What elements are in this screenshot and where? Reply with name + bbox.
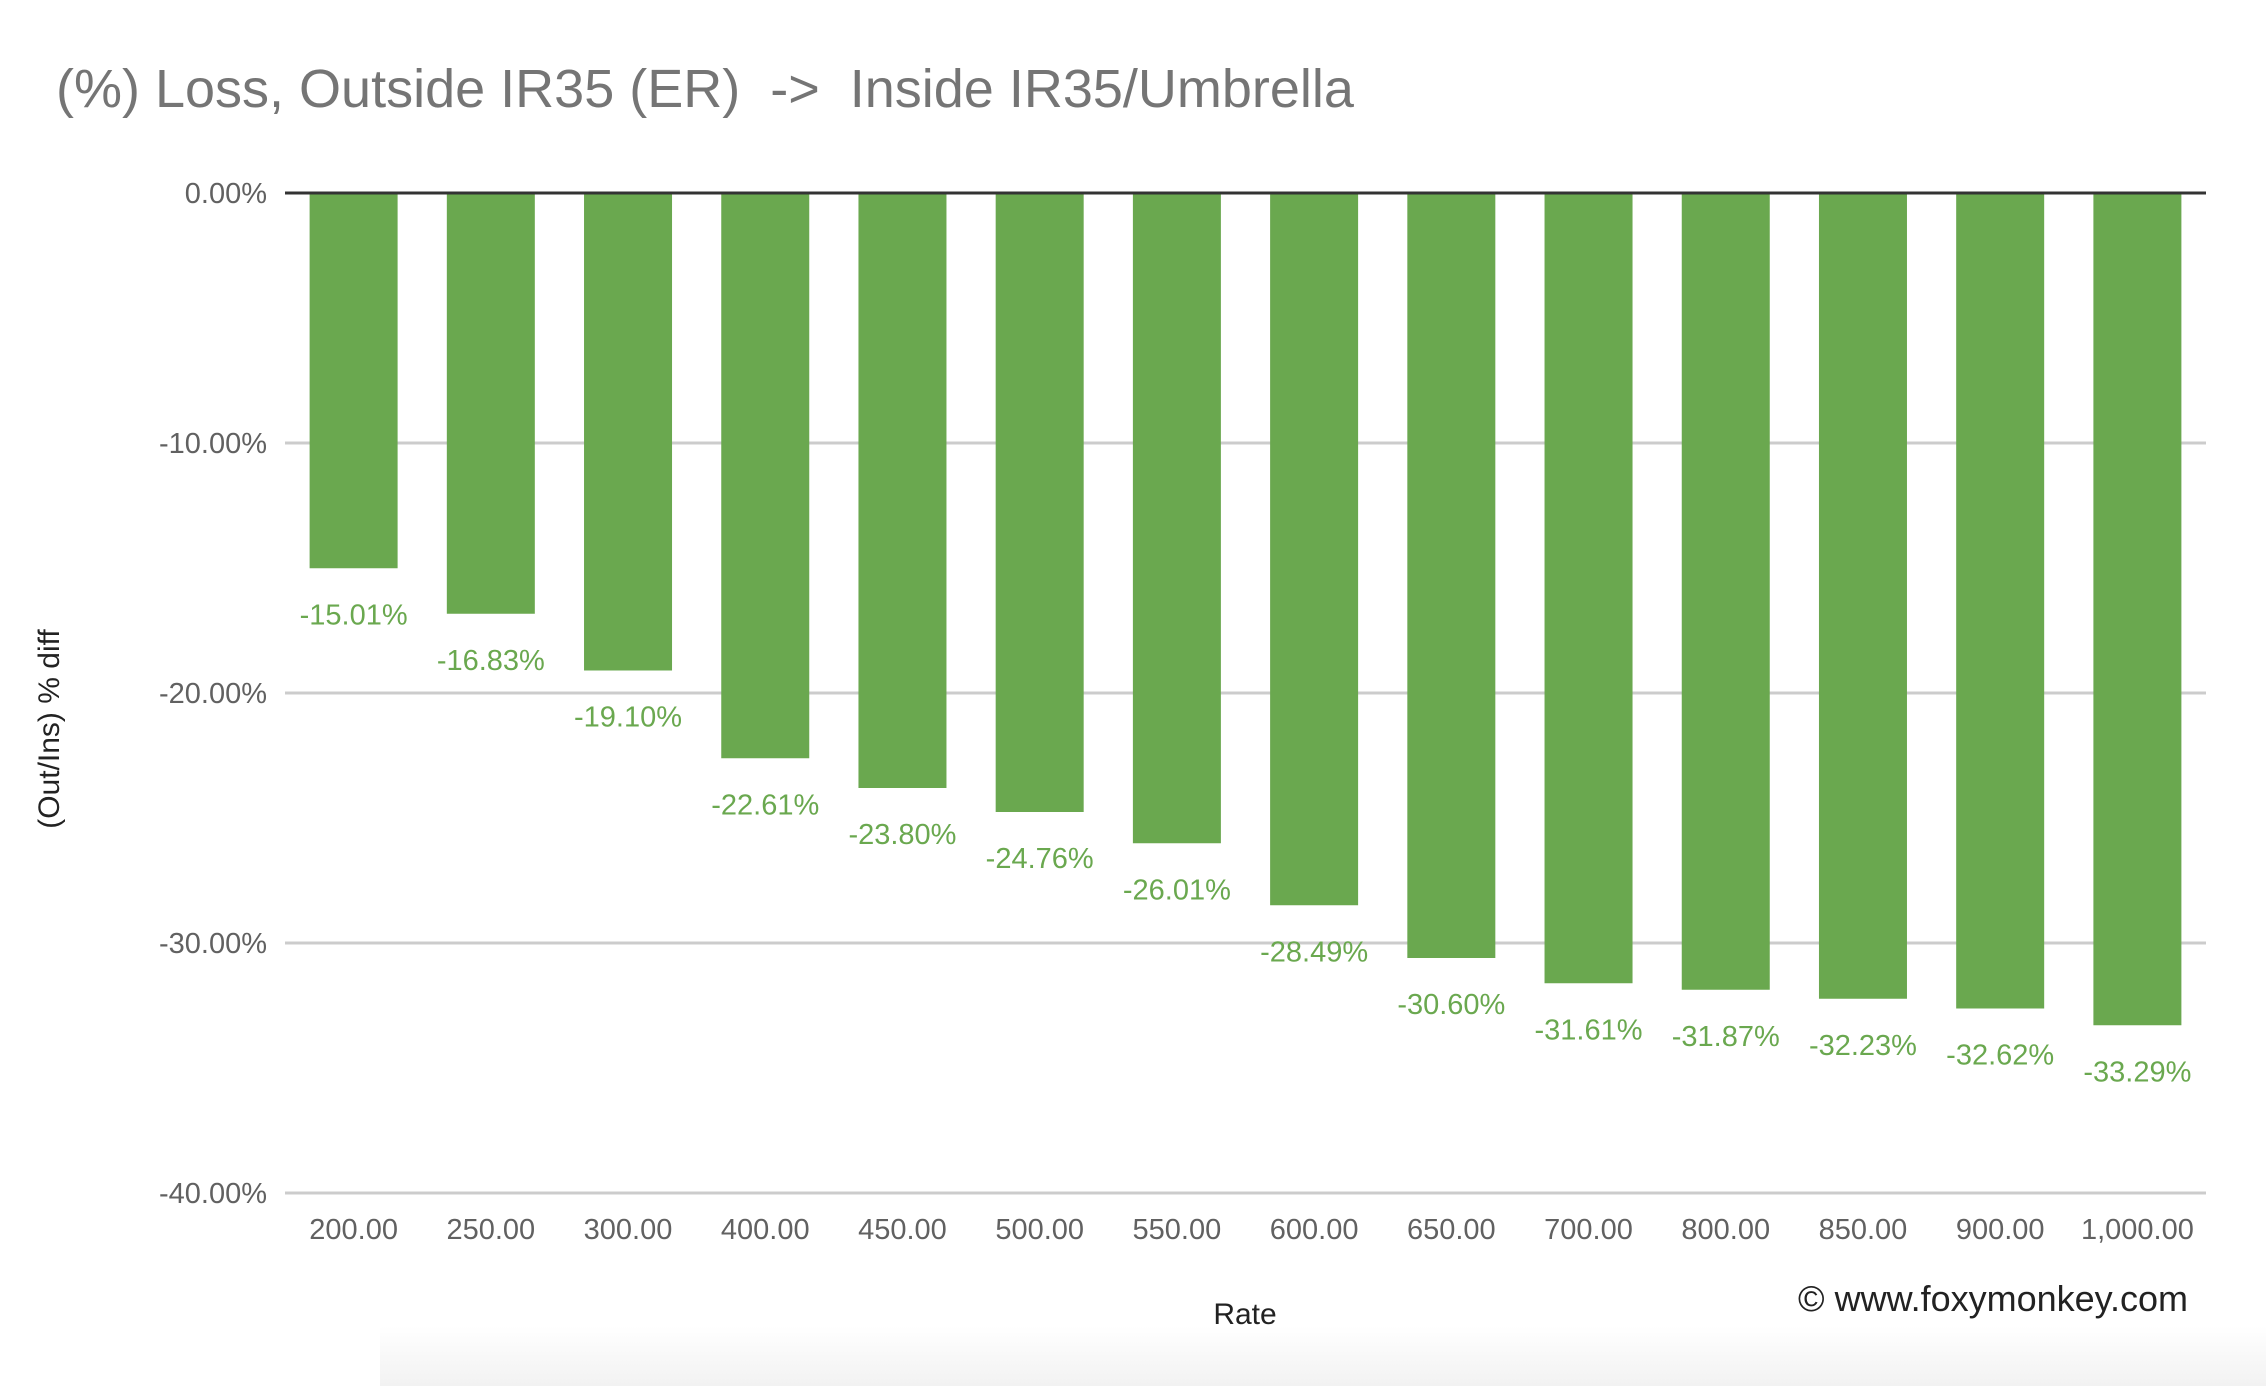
data-label: -32.23% [1809,1030,1917,1062]
data-label: -26.01% [1123,874,1231,906]
x-tick-label: 850.00 [1819,1214,1908,1246]
x-tick-label: 800.00 [1681,1214,1770,1246]
data-label: -33.29% [2083,1056,2191,1088]
data-label: -31.87% [1672,1021,1780,1053]
x-tick-label: 450.00 [858,1214,947,1246]
data-label: -19.10% [574,702,682,734]
bottom-shadow [380,1326,2266,1386]
data-label: -31.61% [1535,1014,1643,1046]
bar [1818,193,1907,999]
x-tick-label: 200.00 [309,1214,398,1246]
x-tick-label: 600.00 [1270,1214,1359,1246]
y-tick-label: 0.00% [185,178,267,210]
bar [858,193,947,788]
x-tick-label: 400.00 [721,1214,810,1246]
bar [995,193,1084,812]
data-label: -24.76% [986,843,1094,875]
x-tick-label: 250.00 [446,1214,535,1246]
data-label: -32.62% [1946,1040,2054,1072]
y-tick-label: -40.00% [159,1178,267,1210]
data-label: -23.80% [848,819,956,851]
data-label: -16.83% [437,645,545,677]
x-axis-label: Rate [1213,1298,1277,1331]
watermark-credit: © www.foxymonkey.com [1798,1278,2188,1319]
y-tick-label: -20.00% [159,678,267,710]
data-label: -30.60% [1397,989,1505,1021]
x-tick-label: 550.00 [1133,1214,1222,1246]
bar [1544,193,1633,984]
data-label: -15.01% [300,599,408,631]
x-tick-label: 500.00 [995,1214,1084,1246]
data-label: -28.49% [1260,936,1368,968]
bar [1956,193,2045,1009]
y-tick-label: -10.00% [159,428,267,460]
bar [721,193,810,759]
x-tick-label: 650.00 [1407,1214,1496,1246]
x-tick-label: 700.00 [1544,1214,1633,1246]
x-tick-label: 900.00 [1956,1214,2045,1246]
chart-title: (%) Loss, Outside IR35 (ER) -> Inside IR… [56,59,1354,119]
bar [309,193,398,569]
bar [446,193,535,614]
x-tick-label: 300.00 [584,1214,673,1246]
x-tick-label: 1,000.00 [2081,1214,2194,1246]
bar [1270,193,1359,906]
data-label: -22.61% [711,789,819,821]
y-tick-label: -30.00% [159,928,267,960]
bar [1407,193,1496,958]
bar [1132,193,1221,844]
bar [584,193,673,671]
bar [2093,193,2182,1026]
bar [1681,193,1770,990]
